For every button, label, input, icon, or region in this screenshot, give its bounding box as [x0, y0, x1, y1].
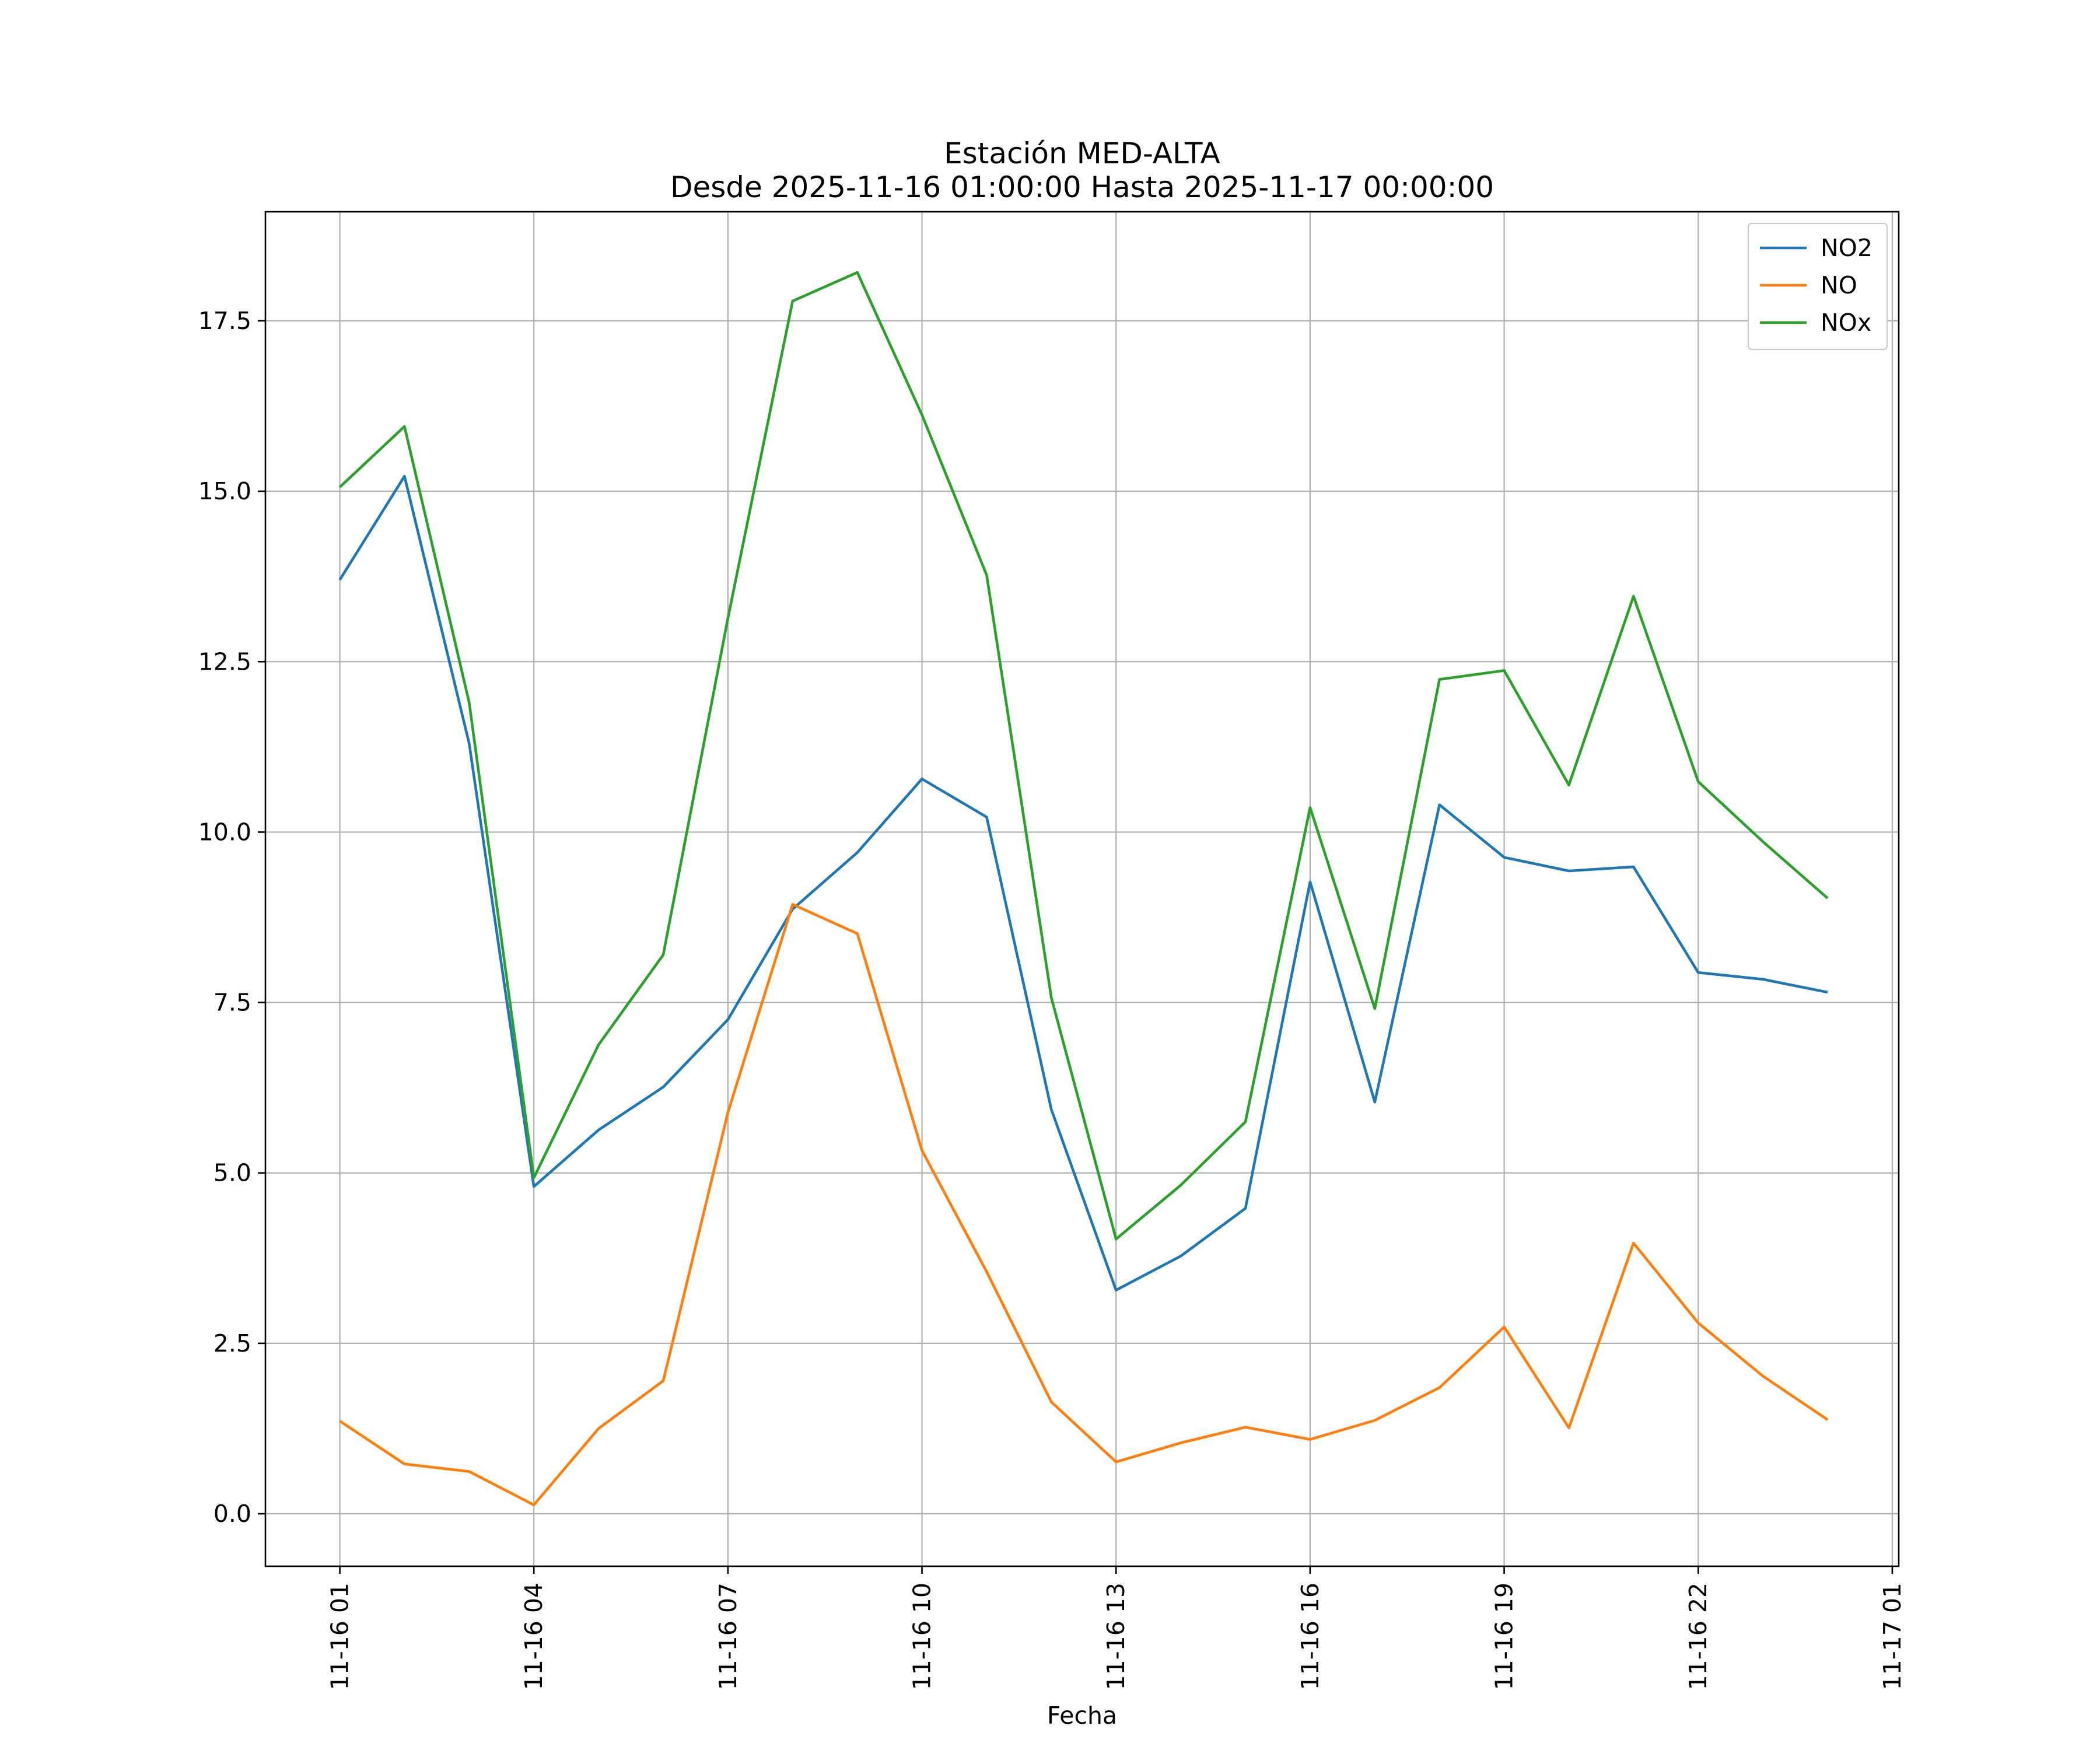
x-tick-label: 11-16 19	[1490, 1583, 1518, 1690]
series-line-no	[339, 903, 1829, 1507]
y-tick-label: 15.0	[198, 477, 251, 505]
x-tick-label: 11-16 04	[520, 1583, 548, 1690]
x-tick-label: 11-16 22	[1684, 1583, 1712, 1690]
plot-frame	[264, 211, 1900, 1567]
y-tick-label: 5.0	[214, 1159, 251, 1187]
legend: NO2 NO NOx	[1747, 222, 1888, 351]
axis-ticks: 0.0 2.5 5.0 7.5 10.0 12.5 15.0 17.5 11-16 01 11-1…	[198, 307, 1906, 1690]
series-line-nox	[338, 271, 1829, 1241]
x-tick-label: 11-17 01	[1878, 1583, 1906, 1690]
y-tick-label: 12.5	[198, 648, 251, 676]
chart-subtitle: Desde 2025-11-16 01:00:00 Hasta 2025-11-…	[670, 170, 1494, 204]
x-tick-label: 11-16 01	[326, 1583, 354, 1690]
series-line-no2	[338, 475, 1828, 1292]
legend-label: NO	[1821, 271, 1857, 299]
x-axis-label: Fecha	[1047, 1702, 1117, 1730]
grid-lines	[265, 212, 1899, 1566]
y-tick-label: 10.0	[198, 818, 251, 846]
legend-label: NO2	[1821, 234, 1873, 262]
y-tick-label: 0.0	[214, 1500, 251, 1528]
x-tick-label: 11-16 13	[1102, 1583, 1130, 1690]
y-tick-label: 17.5	[198, 307, 251, 335]
y-tick-label: 2.5	[214, 1329, 251, 1357]
legend-label: NOx	[1821, 309, 1871, 337]
x-tick-label: 11-16 10	[908, 1583, 936, 1690]
x-tick-label: 11-16 16	[1296, 1583, 1324, 1690]
legend-box	[1747, 222, 1888, 351]
series-lines	[338, 271, 1829, 1507]
x-tick-label: 11-16 07	[714, 1583, 742, 1690]
chart-title: Estación MED-ALTA	[944, 136, 1220, 170]
y-tick-label: 7.5	[214, 989, 251, 1017]
